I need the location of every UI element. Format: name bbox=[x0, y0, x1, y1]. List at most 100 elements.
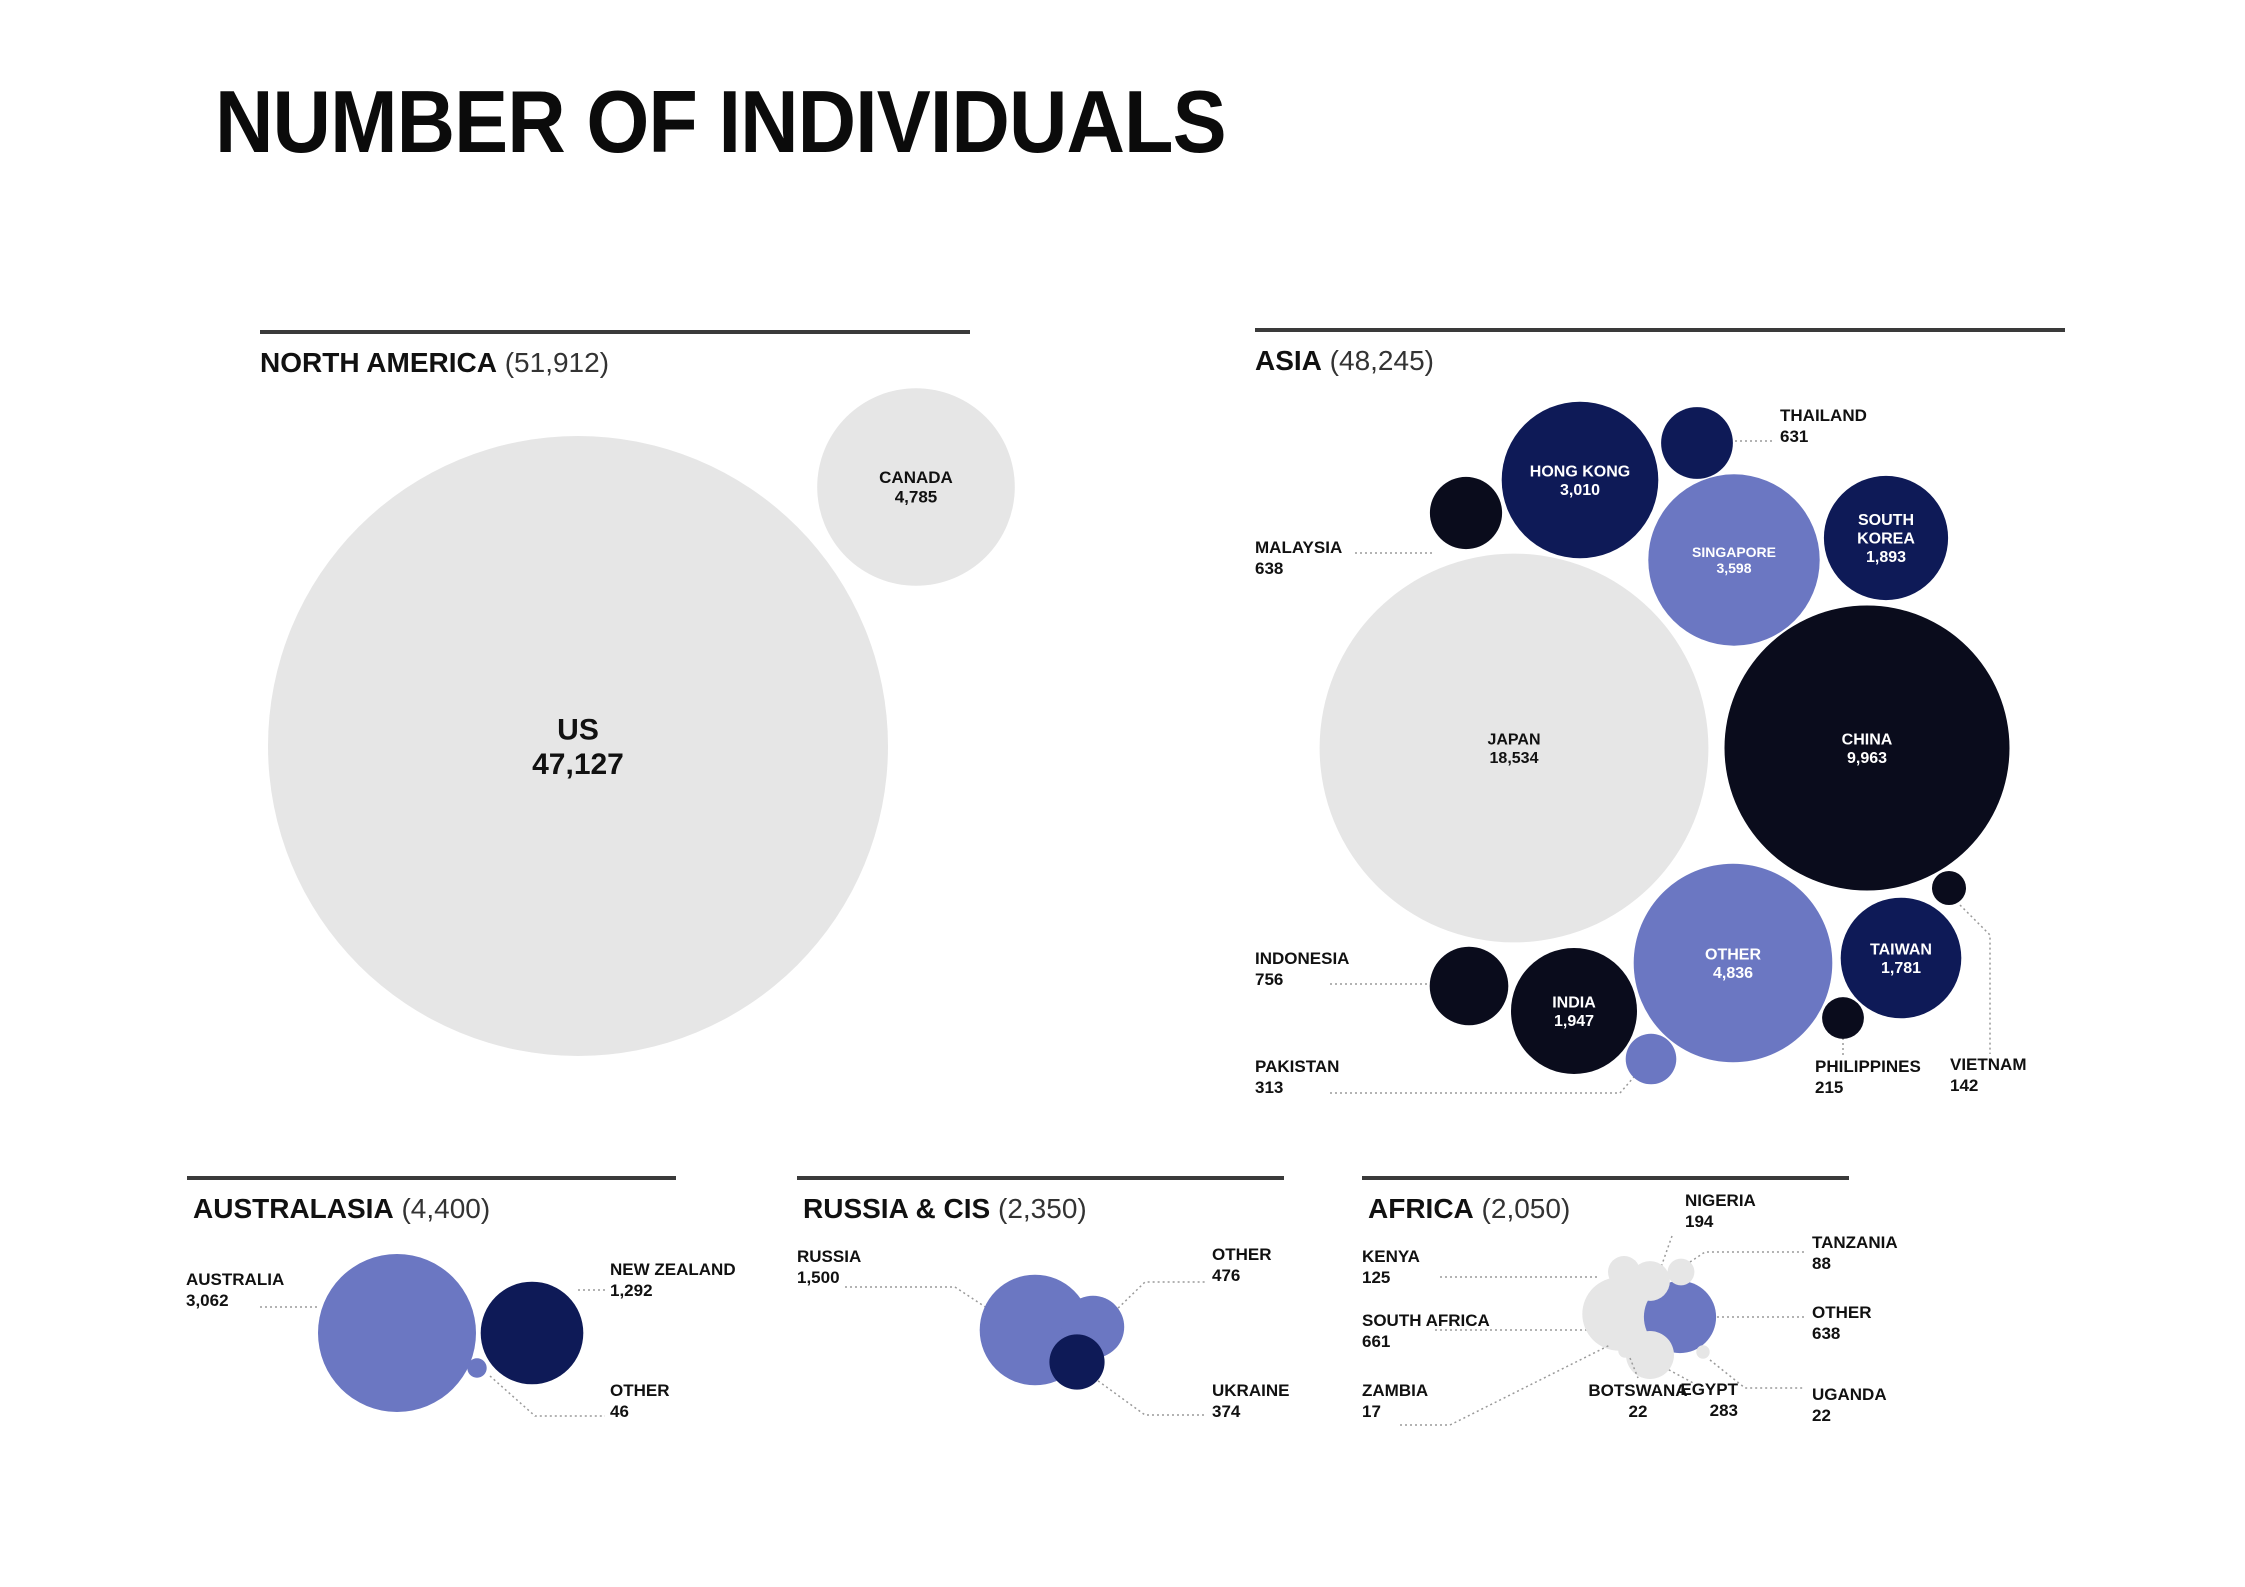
bubble bbox=[817, 388, 1015, 586]
region-heading: AFRICA (2,050) bbox=[1368, 1193, 1570, 1224]
bubble-asia-vietnam: VIETNAM 142 bbox=[1932, 871, 2027, 1095]
bubble-russia-cis-ukraine: UKRAINE 374 bbox=[1049, 1334, 1289, 1421]
bubble-africa-egypt: EGYPT 283 bbox=[1626, 1331, 1739, 1420]
leader-line bbox=[1959, 904, 1991, 1054]
bubble bbox=[1724, 605, 2010, 891]
bubble-asia-philippines: PHILIPPINES 215 bbox=[1815, 997, 1921, 1097]
bubble-australasia-new-zealand: NEW ZEALAND 1,292 bbox=[480, 1260, 736, 1385]
bubble-value-label: 22 bbox=[1812, 1406, 1831, 1425]
leader-line bbox=[489, 1375, 605, 1417]
bubble-name-label: OTHER bbox=[610, 1381, 670, 1400]
bubble-africa-south-africa: SOUTH AFRICA 661 bbox=[1362, 1277, 1656, 1351]
region-name: ASIA bbox=[1255, 345, 1322, 376]
bubble-name-label: US bbox=[557, 713, 599, 746]
bubble-asia-indonesia: INDONESIA 756 bbox=[1255, 946, 1509, 1026]
bubble-value-label: 631 bbox=[1780, 427, 1808, 446]
region-north-america: NORTH AMERICA (51,912)US47,127CANADA4,78… bbox=[260, 330, 1015, 1056]
bubble-name-label: NEW ZEALAND bbox=[610, 1260, 736, 1279]
bubble-value-label: 215 bbox=[1815, 1078, 1843, 1097]
bubble-australasia-australia: AUSTRALIA 3,062 bbox=[186, 1254, 476, 1412]
bubble-name-label: TANZANIA bbox=[1812, 1233, 1898, 1252]
region-name: AUSTRALASIA bbox=[193, 1193, 394, 1224]
bubble-value-label: 3,062 bbox=[186, 1291, 229, 1310]
bubble-name-label: INDONESIA bbox=[1255, 949, 1349, 968]
bubble-name-label: PAKISTAN bbox=[1255, 1057, 1339, 1076]
bubble-value-label: 476 bbox=[1212, 1266, 1240, 1285]
bubble-asia-india: INDIA 1,947 bbox=[1511, 948, 1637, 1074]
region-total: (2,350) bbox=[990, 1193, 1087, 1224]
bubble-asia-pakistan: PAKISTAN 313 bbox=[1255, 1033, 1677, 1097]
bubble-africa-other: OTHER 638 bbox=[1643, 1280, 1872, 1354]
bubble bbox=[1049, 1334, 1105, 1390]
leader-line bbox=[845, 1286, 991, 1311]
bubble bbox=[1626, 1331, 1674, 1379]
bubble bbox=[1501, 401, 1659, 559]
bubble-value-label: 194 bbox=[1685, 1212, 1714, 1231]
bubble bbox=[480, 1281, 584, 1385]
bubble-value-label: 46 bbox=[610, 1402, 629, 1421]
bubble-value-label: 4,785 bbox=[895, 488, 938, 507]
bubble-africa-botswana: BOTSWANA 22 bbox=[1588, 1344, 1688, 1421]
bubble bbox=[1319, 553, 1709, 943]
bubble bbox=[1429, 476, 1503, 550]
leader-line bbox=[1330, 1069, 1641, 1094]
bubble-name-label: OTHER bbox=[1212, 1245, 1272, 1264]
bubble bbox=[1648, 474, 1820, 646]
bubble-australasia-other: OTHER 46 bbox=[467, 1358, 670, 1421]
bubble bbox=[1667, 1258, 1695, 1286]
bubble bbox=[1696, 1345, 1710, 1359]
bubble bbox=[1630, 1261, 1670, 1301]
bubble bbox=[1822, 997, 1864, 1039]
bubble-name-label: AUSTRALIA bbox=[186, 1270, 284, 1289]
bubble-value-label: 638 bbox=[1812, 1324, 1840, 1343]
bubble-africa-tanzania: TANZANIA 88 bbox=[1667, 1233, 1898, 1286]
bubble-value-label: 1,292 bbox=[610, 1281, 653, 1300]
bubble-name-label: BOTSWANA bbox=[1588, 1381, 1687, 1400]
region-asia: ASIA (48,245) JAPAN 18,534 CHINA 9,963 OTHER 4… bbox=[1255, 328, 2065, 1097]
bubble-name-label: VIETNAM bbox=[1950, 1055, 2027, 1074]
bubble-value-label: 1,893 bbox=[1866, 549, 1906, 566]
bubble-name-label: CHINA bbox=[1842, 731, 1893, 748]
bubble-name-label: TAIWAN bbox=[1870, 941, 1932, 958]
leader-line bbox=[1400, 1344, 1611, 1426]
bubble-name-label: MALAYSIA bbox=[1255, 538, 1342, 557]
bubble-name-label: KOREA bbox=[1857, 531, 1915, 548]
bubble-name-label: EGYPT bbox=[1680, 1380, 1738, 1399]
bubble bbox=[1840, 897, 1962, 1019]
region-name: NORTH AMERICA bbox=[260, 347, 497, 378]
bubble-name-label: ZAMBIA bbox=[1362, 1381, 1428, 1400]
bubble-value-label: 4,836 bbox=[1713, 965, 1753, 982]
region-name: RUSSIA & CIS bbox=[803, 1193, 990, 1224]
bubble bbox=[1625, 1033, 1677, 1085]
bubble bbox=[1823, 475, 1949, 601]
bubble-value-label: 756 bbox=[1255, 970, 1283, 989]
bubble-name-label: HONG KONG bbox=[1530, 463, 1630, 480]
region-total: (48,245) bbox=[1322, 345, 1434, 376]
bubble-value-label: 638 bbox=[1255, 559, 1283, 578]
bubble-asia-other: OTHER 4,836 bbox=[1633, 863, 1833, 1063]
bubble-value-label: 1,781 bbox=[1881, 960, 1921, 977]
region-australasia: AUSTRALASIA (4,400) AUSTRALIA 3,062 NEW ZEA… bbox=[186, 1176, 736, 1421]
bubble-value-label: 3,598 bbox=[1716, 560, 1751, 576]
bubble-name-label: OTHER bbox=[1705, 946, 1761, 963]
bubble-value-label: 88 bbox=[1812, 1254, 1831, 1273]
leader-line bbox=[1110, 1281, 1205, 1316]
bubble-asia-japan: JAPAN 18,534 bbox=[1319, 553, 1709, 943]
bubble bbox=[1932, 871, 1966, 905]
bubble bbox=[467, 1358, 487, 1378]
region-total: (2,050) bbox=[1474, 1193, 1571, 1224]
bubble-value-label: 661 bbox=[1362, 1332, 1390, 1351]
chart-title: NUMBER OF INDIVIDUALS bbox=[215, 72, 1227, 171]
region-heading: RUSSIA & CIS (2,350) bbox=[803, 1193, 1087, 1224]
bubble bbox=[1661, 407, 1733, 479]
bubble bbox=[268, 436, 888, 1056]
leader-line bbox=[1629, 1357, 1639, 1379]
bubble-value-label: 47,127 bbox=[532, 748, 624, 781]
bubble bbox=[1618, 1344, 1632, 1358]
bubble-name-label: PHILIPPINES bbox=[1815, 1057, 1921, 1076]
region-total: (4,400) bbox=[394, 1193, 491, 1224]
